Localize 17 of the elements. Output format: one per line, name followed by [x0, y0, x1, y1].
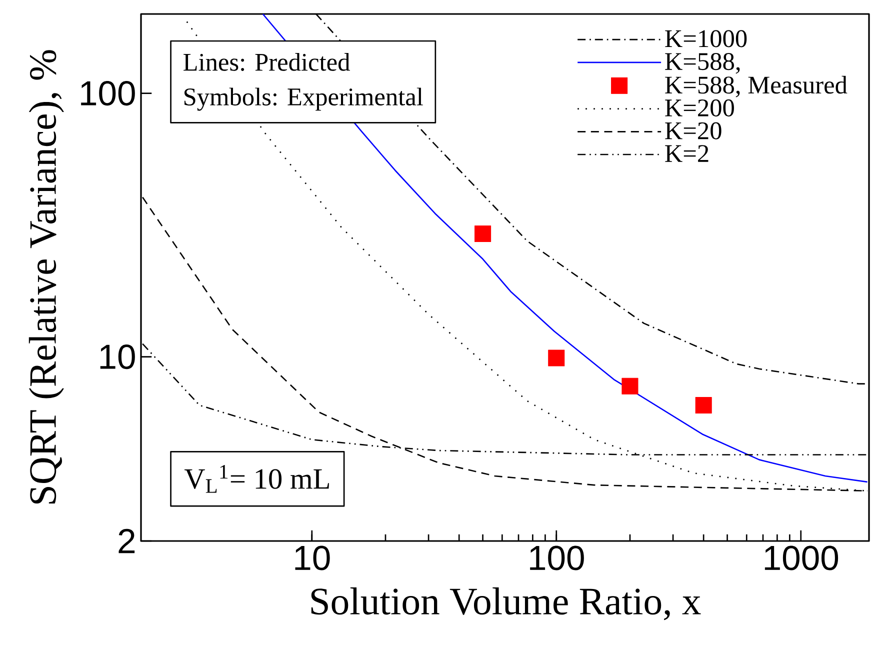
annotation: V$_{L}$$^{1}$= 10 mL — [184, 465, 329, 493]
x-tick-label: 1000 — [764, 546, 838, 570]
x-axis-title: Solution Volume Ratio, x — [311, 587, 701, 620]
y-axis-title: SQRT (Relative Variance), % — [28, 50, 64, 504]
y-tick-label: 2 — [118, 528, 135, 554]
y-tick-label: 100 — [81, 81, 135, 106]
legend-label: K=1000 — [665, 30, 747, 48]
x-tick-label: 100 — [530, 546, 584, 570]
annotation: Symbols: Experimental — [184, 88, 423, 111]
legend-label: K=588, — [665, 53, 740, 74]
legend-label: K=2 — [665, 145, 708, 162]
legend-label: K=20 — [665, 122, 722, 140]
legend-label: K=200 — [665, 99, 734, 117]
annotation: Lines: Predicted — [184, 53, 350, 71]
y-tick-label: 10 — [100, 344, 135, 370]
legend-label: K=588, Measured — [665, 76, 848, 98]
x-tick-label: 10 — [295, 546, 330, 570]
